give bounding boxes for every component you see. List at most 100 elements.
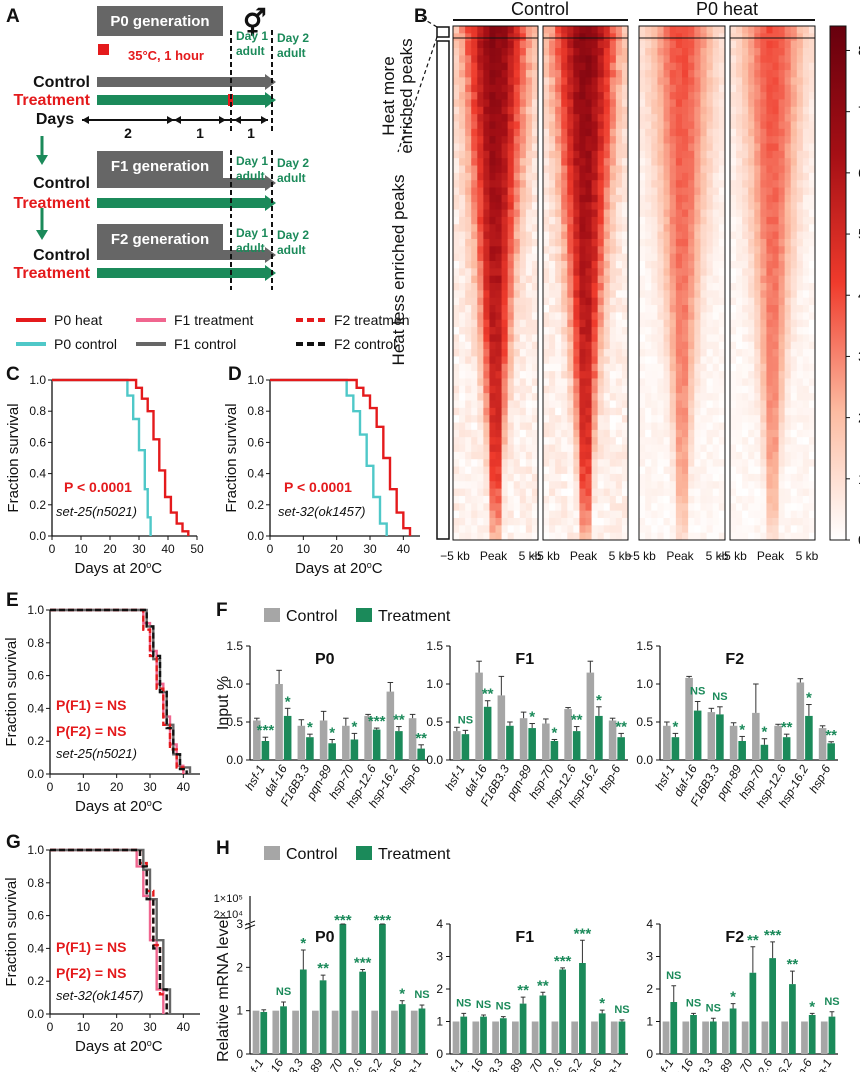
heatmap-cell: [742, 172, 749, 181]
heatmap-cell: [790, 297, 798, 306]
heatmap-cell: [477, 143, 484, 152]
heatmap-cell: [651, 70, 658, 78]
heatmap-cell: [615, 297, 623, 306]
heatmap-cell: [688, 525, 695, 534]
heatmap-cell: [802, 473, 810, 482]
heatmap-cell: [477, 378, 484, 387]
heatmap-cell: [688, 378, 695, 387]
heatmap-cell: [712, 136, 720, 144]
heatmap-cell: [561, 209, 568, 218]
y-tick-label: 0.8: [27, 636, 44, 650]
heatmap-cell: [718, 495, 725, 504]
heatmap-cell: [573, 62, 580, 71]
heatmap-column: [730, 26, 815, 540]
heatmap-cell: [483, 444, 490, 453]
heatmap-cell: [802, 158, 810, 167]
heatmap-cell: [483, 283, 490, 291]
heatmap-cell: [519, 77, 527, 86]
heatmap-cell: [525, 385, 533, 394]
heatmap-cell: [712, 209, 720, 218]
heatmap-cell: [459, 253, 466, 262]
heatmap-cell: [784, 349, 792, 357]
heatmap-cell: [700, 341, 708, 350]
heatmap-cell: [501, 253, 509, 262]
heatmap-cell: [766, 260, 773, 269]
heatmap-cell: [675, 385, 683, 394]
heatmap-cell: [742, 187, 749, 196]
heatmap-cell: [459, 312, 466, 321]
heatmap-cell: [567, 216, 574, 225]
heatmap-cell: [802, 393, 810, 401]
heatmap-cell: [712, 260, 720, 269]
legend-label: F2 control: [334, 336, 396, 352]
bar-treatment: [350, 739, 359, 760]
heatmap-cell: [483, 121, 490, 130]
bar-control: [564, 709, 572, 760]
heatmap-cell: [688, 429, 695, 438]
heatmap-cell: [567, 481, 574, 490]
heatmap-cell: [477, 224, 484, 233]
heatmap-cell: [519, 260, 527, 269]
heatmap-cell: [597, 356, 605, 365]
heatmap-cell: [519, 106, 527, 115]
heatmap-cell: [507, 224, 515, 233]
heatmap-cell: [585, 150, 593, 159]
heatmap-cell: [796, 495, 804, 504]
heatmap-cell: [742, 165, 749, 174]
heatmap-cell: [561, 517, 568, 526]
heatmap-cell: [513, 283, 521, 291]
x-tick-label: 30: [143, 1020, 157, 1034]
bar-control: [275, 684, 283, 760]
heatmap-cell: [663, 231, 671, 240]
heatmap-cell: [567, 26, 574, 34]
heatmap-cell: [567, 459, 574, 468]
heatmap-cell: [543, 312, 550, 321]
heatmap-cell: [766, 158, 773, 167]
heatmap-cell: [694, 327, 701, 335]
heatmap-cell: [639, 444, 646, 453]
heatmap-cell: [567, 40, 574, 49]
heatmap-cell: [663, 40, 671, 49]
heatmap-cell: [453, 99, 460, 108]
heatmap-cell: [675, 371, 683, 379]
heatmap-cell: [766, 356, 773, 365]
heatmap-cell: [682, 341, 689, 350]
heatmap-cell: [579, 275, 586, 284]
significance-mark: NS: [686, 997, 701, 1009]
heatmap-cell: [567, 305, 574, 313]
heatmap-cell: [597, 143, 605, 152]
heatmap-cell: [585, 55, 593, 64]
heatmap-cell: [543, 194, 550, 203]
y-tick-label: 0.4: [247, 467, 264, 481]
heatmap-cell: [669, 202, 677, 211]
heatmap-cell: [621, 106, 628, 115]
heatmap-cell: [549, 268, 556, 277]
heatmap-cell: [507, 385, 515, 394]
significance-mark: *: [599, 995, 605, 1012]
heatmap-cell: [477, 517, 484, 526]
heatmap-cell: [657, 400, 665, 409]
heatmap-cell: [567, 488, 574, 497]
heatmap-cell: [615, 260, 623, 269]
heatmap-cell: [507, 305, 515, 313]
heatmap-cell: [802, 429, 810, 438]
heatmap-cell: [561, 532, 568, 540]
heatmap-cell: [453, 444, 460, 453]
heatmap-cell: [718, 48, 725, 56]
heatmap-cell: [772, 327, 780, 335]
heatmap-cell: [657, 55, 665, 64]
heatmap-cell: [802, 187, 810, 196]
heatmap-cell: [465, 297, 472, 306]
heatmap-cell: [519, 275, 527, 284]
heatmap-cell: [778, 532, 786, 540]
heatmap-cell: [657, 92, 665, 100]
heatmap-cell: [700, 393, 708, 401]
heatmap-cell: [549, 143, 556, 152]
heatmap-cell: [609, 422, 617, 431]
heatmap-cell: [778, 393, 786, 401]
heatmap-cell: [477, 495, 484, 504]
heatmap-cell: [489, 150, 496, 159]
heatmap-cell: [459, 55, 466, 64]
heatmap-cell: [591, 283, 599, 291]
heatmap-cell: [597, 349, 605, 357]
